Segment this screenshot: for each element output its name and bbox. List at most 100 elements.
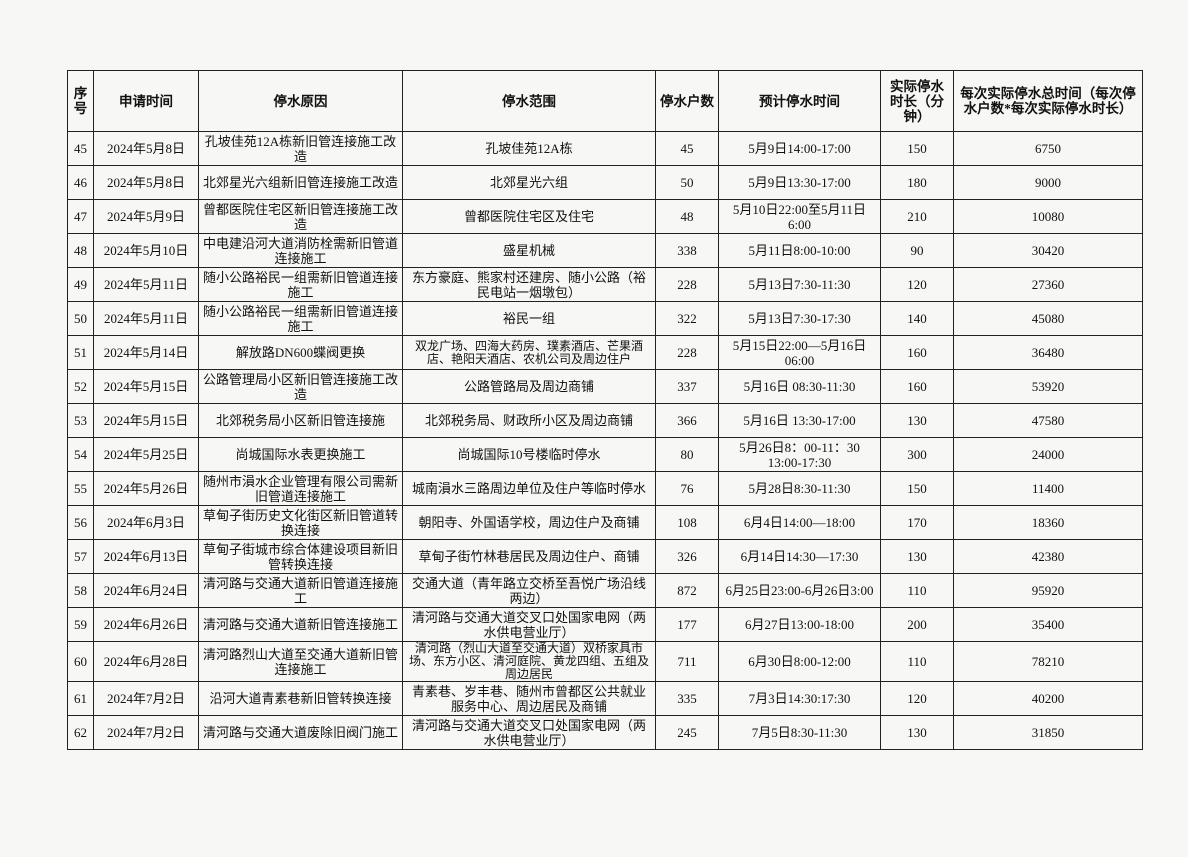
table-cell: 公路管路局及周边商铺 — [402, 369, 656, 404]
table-cell: 朝阳寺、外国语学校，周边住户及商铺 — [402, 505, 656, 540]
table-cell: 2024年5月10日 — [93, 233, 199, 268]
table-cell: 5月9日14:00-17:00 — [718, 131, 881, 166]
table-cell: 140 — [880, 301, 954, 336]
table-cell: 177 — [655, 607, 719, 642]
table-cell: 6750 — [953, 131, 1143, 166]
table-row: 60 2024年6月28日 清河路烈山大道至交通大道新旧管连接施工 清河路（烈山大道至… — [67, 641, 1143, 682]
table-cell: 2024年5月15日 — [93, 403, 199, 438]
table-cell: 59 — [67, 607, 94, 642]
table-cell: 35400 — [953, 607, 1143, 642]
header-row: 序号 申请时间 停水原因 停水范围 停水户数 预计停水时间 实际停水时长（分钟） 每次实际停水… — [67, 70, 1143, 132]
table-cell: 9000 — [953, 165, 1143, 200]
table-body: 45 2024年5月8日 孔坡佳苑12A栋新旧管连接施工改造 孔坡佳苑12A栋 45 5月… — [67, 131, 1143, 750]
table-cell: 6月27日13:00-18:00 — [718, 607, 881, 642]
table-cell: 裕民一组 — [402, 301, 656, 336]
table-cell: 随小公路裕民一组需新旧管道连接施工 — [198, 267, 403, 302]
table-cell: 解放路DN600蝶阀更换 — [198, 335, 403, 370]
table-cell: 北郊税务局小区新旧管连接施 — [198, 403, 403, 438]
table-cell: 110 — [880, 641, 954, 682]
table-cell: 322 — [655, 301, 719, 336]
table-cell: 5月16日 08:30-11:30 — [718, 369, 881, 404]
table-cell: 36480 — [953, 335, 1143, 370]
table-cell: 80 — [655, 437, 719, 472]
document: 序号 申请时间 停水原因 停水范围 停水户数 预计停水时间 实际停水时长（分钟） 每次实际停水… — [67, 70, 1143, 750]
table-cell: 6月25日23:00-6月26日3:00 — [718, 573, 881, 608]
table-cell: 108 — [655, 505, 719, 540]
table-row: 51 2024年5月14日 解放路DN600蝶阀更换 双龙广场、四海大药房、璞素酒店、… — [67, 335, 1143, 370]
table-cell: 366 — [655, 403, 719, 438]
table-cell: 尚城国际10号楼临时停水 — [402, 437, 656, 472]
table-cell: 清河路与交通大道废除旧阀门施工 — [198, 715, 403, 750]
table-cell: 48 — [655, 199, 719, 234]
table-row: 48 2024年5月10日 中电建沿河大道消防栓需新旧管道连接施工 盛星机械 338 5月… — [67, 233, 1143, 268]
table-cell: 随州市溳水企业管理有限公司需新旧管道连接施工 — [198, 471, 403, 506]
table-cell: 北郊星光六组 — [402, 165, 656, 200]
table-cell: 6月4日14:00—18:00 — [718, 505, 881, 540]
table-cell: 孔坡佳苑12A栋 — [402, 131, 656, 166]
table-cell: 45 — [655, 131, 719, 166]
table-cell: 95920 — [953, 573, 1143, 608]
table-cell: 清河路（烈山大道至交通大道）双桥家具市场、东方小区、清河庭院、黄龙四组、五组及周… — [402, 641, 656, 682]
table-cell: 草甸子街历史文化街区新旧管道转换连接 — [198, 505, 403, 540]
table-row: 61 2024年7月2日 沿河大道青素巷新旧管转换连接 青素巷、岁丰巷、随州市曾都区公… — [67, 681, 1143, 716]
header-cell: 预计停水时间 — [718, 70, 881, 132]
table-cell: 27360 — [953, 267, 1143, 302]
table-cell: 东方豪庭、熊家村还建房、随小公路（裕民电站一烟墩包） — [402, 267, 656, 302]
table-cell: 60 — [67, 641, 94, 682]
table-row: 59 2024年6月26日 清河路与交通大道新旧管连接施工 清河路与交通大道交叉口处国… — [67, 607, 1143, 642]
table-cell: 7月3日14:30:17:30 — [718, 681, 881, 716]
table-cell: 61 — [67, 681, 94, 716]
table-cell: 40200 — [953, 681, 1143, 716]
table-cell: 2024年7月2日 — [93, 681, 199, 716]
header-cell: 停水户数 — [655, 70, 719, 132]
header-cell: 实际停水时长（分钟） — [880, 70, 954, 132]
table-cell: 42380 — [953, 539, 1143, 574]
table-row: 46 2024年5月8日 北郊星光六组新旧管连接施工改造 北郊星光六组 50 5月9日13… — [67, 165, 1143, 200]
table-cell: 110 — [880, 573, 954, 608]
table-cell: 53920 — [953, 369, 1143, 404]
table-row: 53 2024年5月15日 北郊税务局小区新旧管连接施 北郊税务局、财政所小区及周边商… — [67, 403, 1143, 438]
header-cell: 停水范围 — [402, 70, 656, 132]
table-cell: 76 — [655, 471, 719, 506]
table-cell: 872 — [655, 573, 719, 608]
table-cell: 6月14日14:30—17:30 — [718, 539, 881, 574]
table-cell: 160 — [880, 369, 954, 404]
table-cell: 5月26日8：00-11：30 13:00-17:30 — [718, 437, 881, 472]
table-row: 57 2024年6月13日 草甸子街城市综合体建设项目新旧管转换连接 草甸子街竹林巷居… — [67, 539, 1143, 574]
table-cell: 30420 — [953, 233, 1143, 268]
table-cell: 草甸子街竹林巷居民及周边住户、商铺 — [402, 539, 656, 574]
table-cell: 47580 — [953, 403, 1143, 438]
table-cell: 18360 — [953, 505, 1143, 540]
table-cell: 5月11日8:00-10:00 — [718, 233, 881, 268]
table-cell: 335 — [655, 681, 719, 716]
table-cell: 2024年5月14日 — [93, 335, 199, 370]
table-cell: 清河路烈山大道至交通大道新旧管连接施工 — [198, 641, 403, 682]
table-row: 56 2024年6月3日 草甸子街历史文化街区新旧管道转换连接 朝阳寺、外国语学校，周… — [67, 505, 1143, 540]
table-cell: 245 — [655, 715, 719, 750]
table-cell: 228 — [655, 335, 719, 370]
table-cell: 2024年5月15日 — [93, 369, 199, 404]
table-cell: 2024年5月25日 — [93, 437, 199, 472]
table-cell: 5月16日 13:30-17:00 — [718, 403, 881, 438]
table-cell: 170 — [880, 505, 954, 540]
table-cell: 78210 — [953, 641, 1143, 682]
table-cell: 45 — [67, 131, 94, 166]
table-cell: 5月13日7:30-11:30 — [718, 267, 881, 302]
table-cell: 228 — [655, 267, 719, 302]
table-cell: 120 — [880, 267, 954, 302]
table-cell: 47 — [67, 199, 94, 234]
table-cell: 10080 — [953, 199, 1143, 234]
table-cell: 北郊税务局、财政所小区及周边商铺 — [402, 403, 656, 438]
table-cell: 2024年5月8日 — [93, 165, 199, 200]
table-row: 50 2024年5月11日 随小公路裕民一组需新旧管道连接施工 裕民一组 322 5月13… — [67, 301, 1143, 336]
table-cell: 5月9日13:30-17:00 — [718, 165, 881, 200]
table-cell: 5月10日22:00至5月11日6:00 — [718, 199, 881, 234]
table-cell: 50 — [67, 301, 94, 336]
table-cell: 2024年5月9日 — [93, 199, 199, 234]
table-cell: 58 — [67, 573, 94, 608]
table-cell: 北郊星光六组新旧管连接施工改造 — [198, 165, 403, 200]
table-cell: 盛星机械 — [402, 233, 656, 268]
table-cell: 338 — [655, 233, 719, 268]
table-cell: 300 — [880, 437, 954, 472]
table-cell: 中电建沿河大道消防栓需新旧管道连接施工 — [198, 233, 403, 268]
